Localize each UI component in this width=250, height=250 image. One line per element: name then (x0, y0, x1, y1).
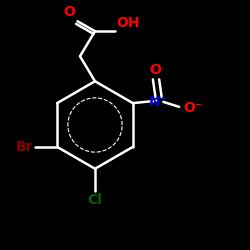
Text: O: O (63, 5, 75, 19)
Text: O: O (150, 63, 161, 77)
Text: Br: Br (16, 140, 33, 154)
Text: Cl: Cl (88, 192, 102, 206)
Text: O⁻: O⁻ (183, 101, 202, 115)
Text: N⁺: N⁺ (148, 95, 167, 109)
Text: OH: OH (116, 16, 140, 30)
